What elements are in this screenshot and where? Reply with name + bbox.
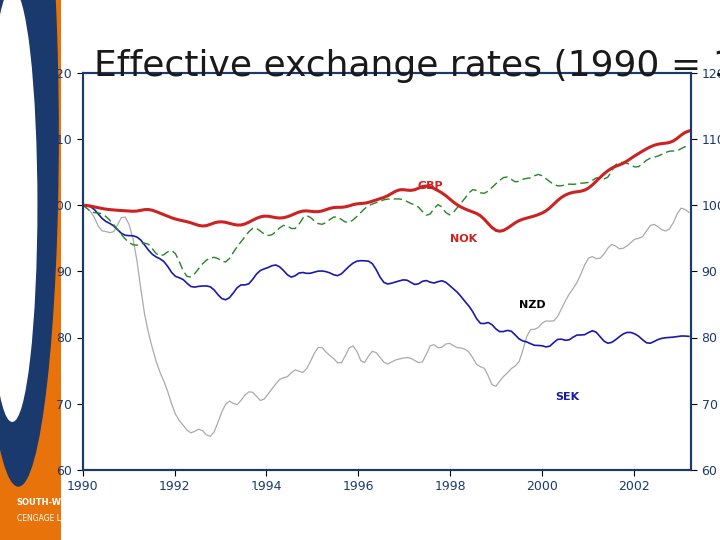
Text: SOUTH-WESTERN: SOUTH-WESTERN	[17, 498, 99, 507]
Circle shape	[0, 0, 83, 540]
Text: ISBN 978-1-40803-213-9 © 2011 Cengage Learning EMEA: ISBN 978-1-40803-213-9 © 2011 Cengage Le…	[215, 523, 505, 532]
Text: NZD: NZD	[519, 300, 546, 310]
Circle shape	[0, 0, 58, 486]
Text: SEK: SEK	[556, 393, 580, 402]
Text: GBP: GBP	[418, 181, 444, 191]
Text: NOK: NOK	[450, 234, 477, 244]
Text: Colin Drury: Colin Drury	[331, 505, 389, 515]
Text: Effective exchange rates (1990 = 100): Effective exchange rates (1990 = 100)	[94, 49, 720, 83]
Text: CENGAGE Learning®: CENGAGE Learning®	[17, 514, 98, 523]
Circle shape	[0, 0, 37, 421]
Text: Cost and Management Accounting: An Introduction, 7th edition: Cost and Management Accounting: An Intro…	[199, 489, 521, 498]
